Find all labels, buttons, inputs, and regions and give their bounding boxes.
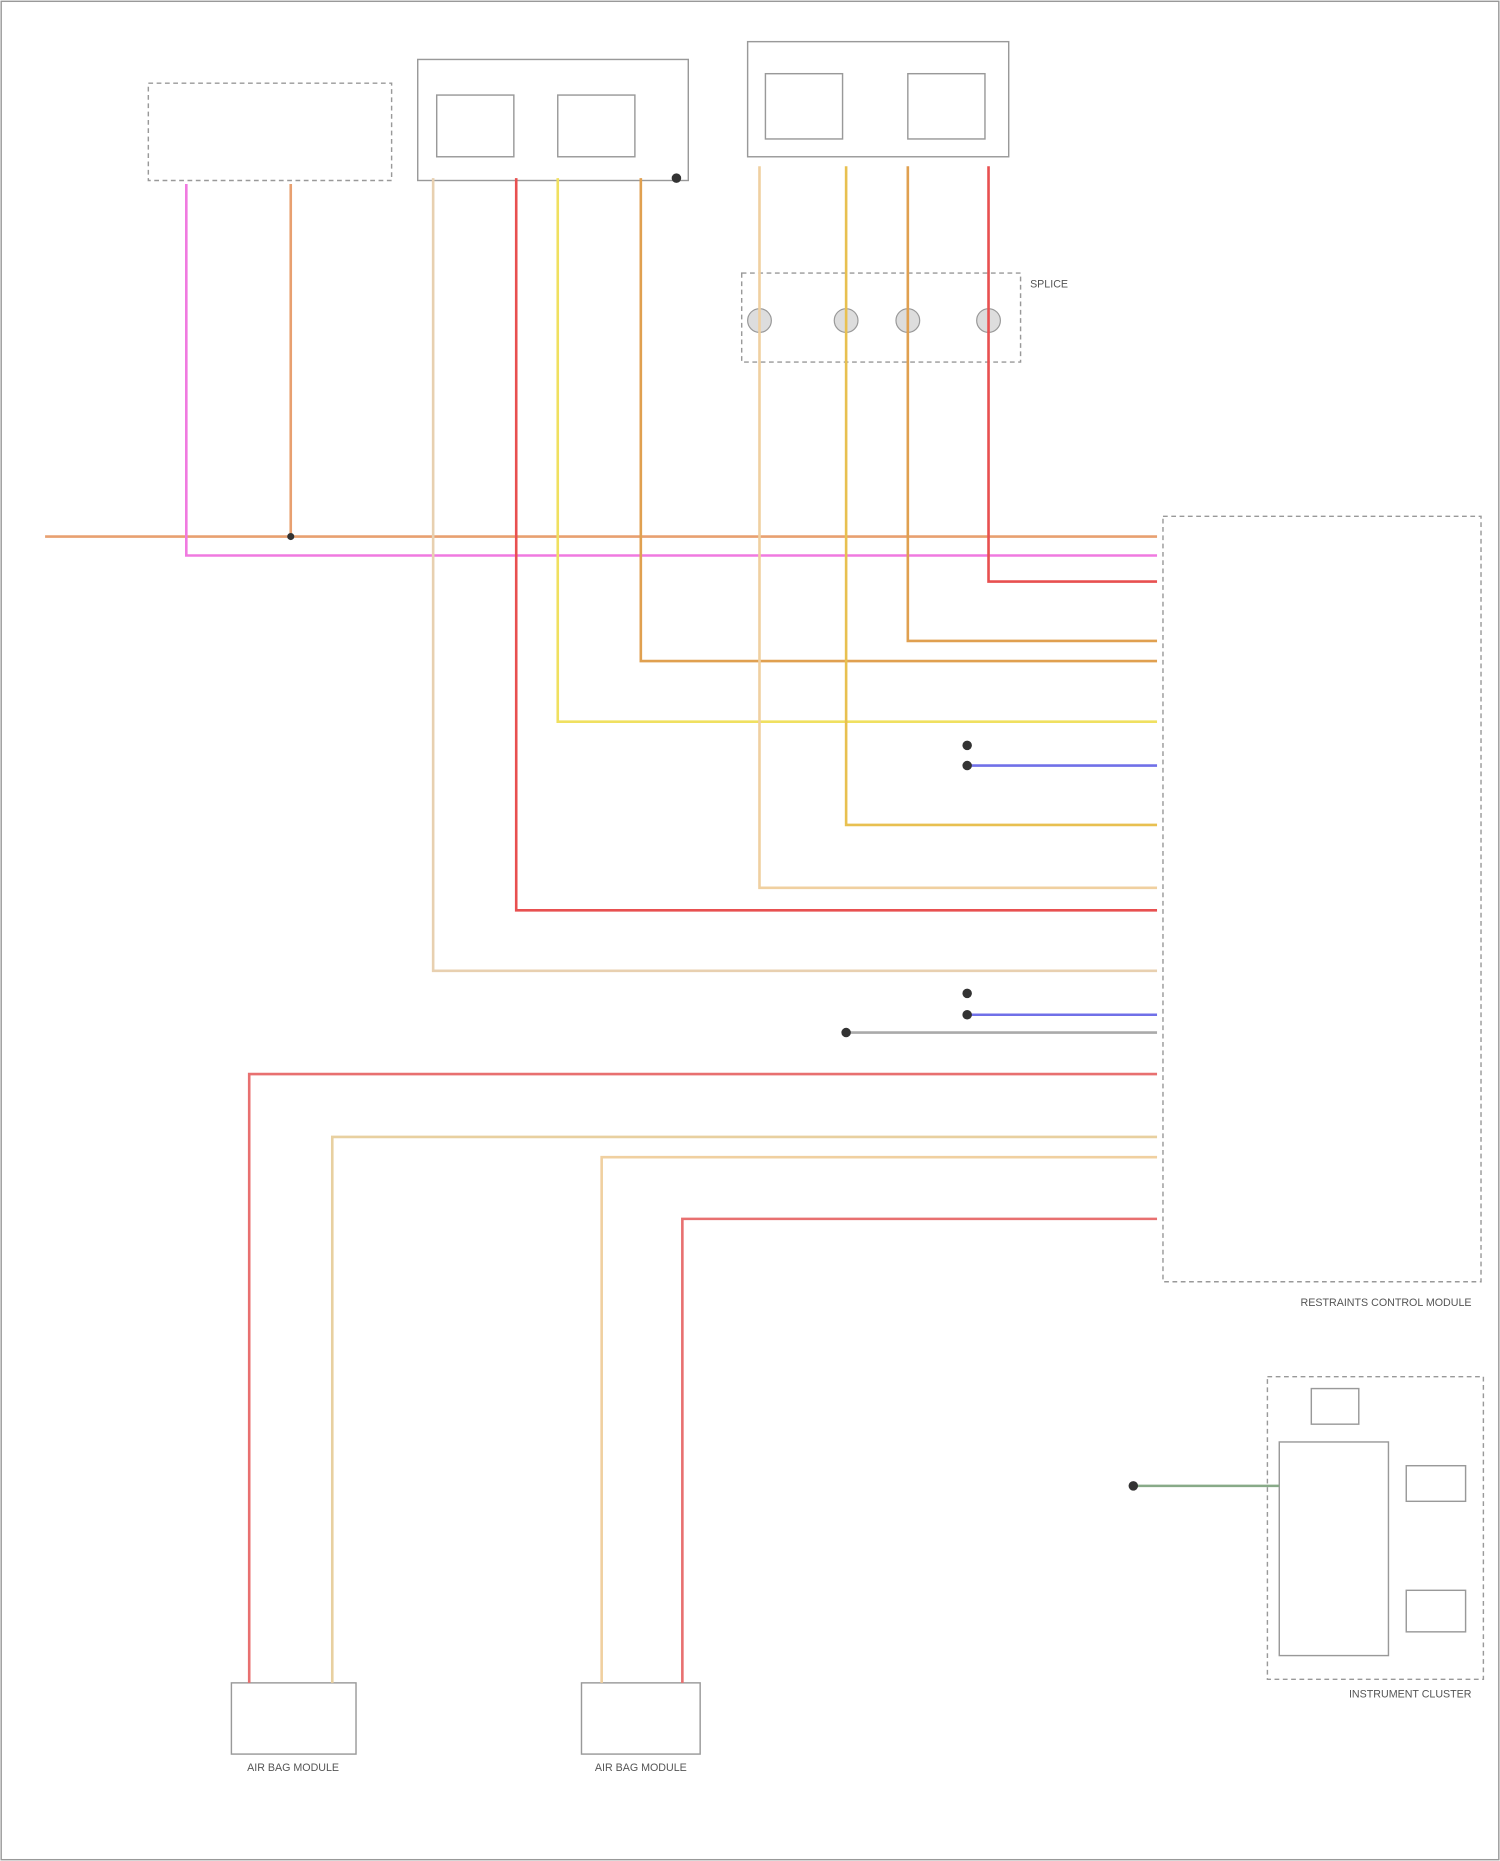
fuse-box <box>147 82 393 182</box>
cluster-part <box>1310 1387 1360 1425</box>
cluster-lamp <box>1405 1589 1467 1633</box>
wires <box>45 166 1280 1683</box>
cluster-label: INSTRUMENT CLUSTER <box>1349 1689 1472 1701</box>
left-module-box <box>230 1682 357 1755</box>
cluster-lamp <box>1405 1464 1467 1503</box>
sensor <box>435 94 515 158</box>
cluster-box <box>1266 1375 1485 1681</box>
splice-label: SPLICE <box>1030 279 1068 291</box>
rcm-box <box>1162 515 1482 1283</box>
right-module-box <box>580 1682 701 1755</box>
sensor <box>764 72 844 140</box>
right-module-label: AIR BAG MODULE <box>595 1762 687 1774</box>
splice-box <box>740 272 1022 363</box>
connection-dots <box>287 173 1139 1491</box>
sensor <box>557 94 636 158</box>
switch-module <box>417 58 690 182</box>
left-module-label: AIR BAG MODULE <box>247 1762 339 1774</box>
rcm-label: RESTRAINTS CONTROL MODULE <box>1301 1297 1472 1309</box>
splice-points <box>747 308 1001 333</box>
sensor <box>907 72 986 140</box>
side-module <box>746 40 1010 158</box>
cluster-board <box>1278 1441 1390 1657</box>
